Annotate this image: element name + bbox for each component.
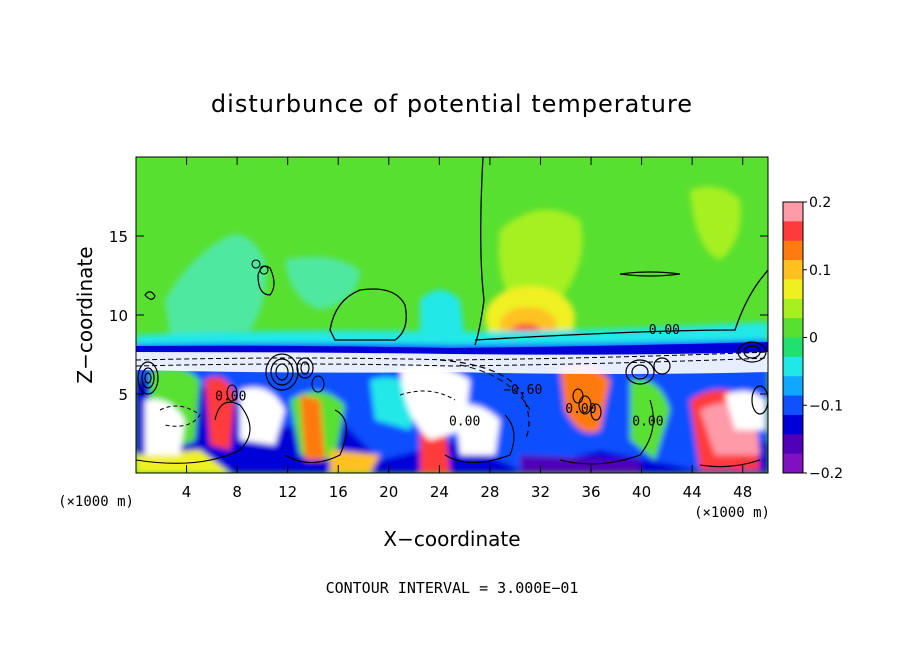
y-axis-ticks: 5 10 15 — [109, 228, 768, 404]
x-unit-left: (×1000 m) — [58, 494, 134, 510]
contour-lower-4 — [559, 399, 654, 465]
contour-zero-blob-2 — [257, 265, 275, 296]
contour-cluster-3 — [625, 357, 671, 385]
colorbar-swatch — [783, 453, 803, 474]
contour-zero-upper — [474, 157, 500, 346]
field-inversion-darkblue — [136, 342, 768, 355]
chart-title: disturbunce of potential temperature — [211, 90, 693, 118]
y-axis-label: Z−coordinate — [73, 246, 97, 383]
x-tick-label: 48 — [733, 483, 752, 501]
contour-label: −0.60 — [503, 383, 542, 398]
x-tick-label: 20 — [379, 483, 398, 501]
x-tick-label: 32 — [531, 483, 550, 501]
colorbar-swatch — [783, 434, 803, 455]
x-tick-label: 28 — [480, 483, 499, 501]
contour-inversion-1 — [136, 351, 768, 361]
field-patch-cyan-upper-2 — [285, 256, 360, 310]
contour-zero-blob-3 — [144, 291, 156, 300]
contour-lower-3 — [444, 414, 515, 463]
y-tick-label: 5 — [118, 386, 128, 404]
contour-interval-note: CONTOUR INTERVAL = 3.000E−01 — [326, 579, 579, 597]
x-tick-label: 8 — [232, 483, 242, 501]
colorbar-label: −0.1 — [809, 398, 843, 414]
contour-labels: 0.00 0.00 0.00 −0.60 0.00 0.00 — [215, 323, 680, 430]
colorbar-swatch — [783, 376, 803, 397]
x-axis-ticks: 4 8 12 16 20 24 28 32 36 40 44 48 — [182, 157, 752, 501]
field-lower-darkblue — [136, 380, 768, 473]
field-patch-cyan-upper-1 — [165, 234, 266, 335]
contour-lower-dashed-2 — [399, 390, 456, 401]
x-tick-label: 24 — [430, 483, 449, 501]
x-tick-label: 36 — [581, 483, 600, 501]
colorbar-label: −0.2 — [809, 466, 843, 482]
field-lower-purple — [520, 455, 640, 473]
colorbar-swatch — [783, 395, 803, 416]
contour-cluster-5 — [572, 388, 602, 421]
colorbar-labels: 0.2 0.1 0 −0.1 −0.2 — [803, 195, 843, 482]
contour-label: 0.00 — [565, 402, 596, 417]
y-tick-label: 15 — [109, 228, 128, 246]
colorbar-swatch — [783, 279, 803, 300]
colorbar-swatch — [783, 240, 803, 261]
field-white-3 — [400, 366, 470, 440]
colorbar-swatch — [783, 260, 803, 280]
contour-lines — [136, 157, 768, 468]
field-patch-cyan-upper-3 — [420, 290, 465, 340]
contour-inversion-2 — [136, 357, 768, 367]
contour-cluster-6 — [226, 259, 325, 402]
y-tick-label: 10 — [109, 307, 128, 325]
contour-negative-deep — [439, 359, 530, 441]
x-tick-label: 12 — [278, 483, 297, 501]
field-patch-yellowgreen-upper-2 — [690, 186, 741, 260]
colorbar — [782, 201, 804, 474]
colorbar-swatch — [783, 221, 803, 242]
x-tick-label: 4 — [182, 483, 192, 501]
field-white-1 — [145, 399, 185, 455]
contour-lower-dashed — [159, 405, 201, 427]
field-white-4 — [455, 404, 500, 455]
x-tick-label: 16 — [329, 483, 348, 501]
colorbar-label: 0.2 — [809, 195, 831, 211]
contour-lower-1 — [136, 401, 251, 464]
colorbar-swatch — [783, 202, 803, 222]
field-lower-red-2 — [300, 395, 325, 460]
contour-label: 0.00 — [649, 323, 680, 338]
contour-lower-2 — [284, 409, 347, 464]
contour-zero-main — [474, 269, 768, 341]
colorbar-swatch — [783, 356, 803, 377]
x-tick-label: 44 — [683, 483, 702, 501]
colorbar-swatch — [783, 337, 803, 358]
x-tick-label: 40 — [632, 483, 651, 501]
contour-label: 0.00 — [632, 415, 663, 430]
field-lower-yellow-1 — [136, 450, 230, 473]
contour-cluster-1 — [137, 361, 159, 395]
x-axis-label: X−coordinate — [383, 527, 520, 551]
contour-cluster-4 — [737, 341, 768, 415]
contour-lower-5 — [699, 459, 761, 468]
field-white-5 — [725, 391, 765, 430]
contour-zero-thin — [619, 271, 681, 277]
contour-zero-blob-1 — [329, 288, 407, 341]
field-lower-green-4 — [630, 379, 670, 460]
field-patch-yellowgreen-upper — [498, 209, 583, 300]
contour-negative-deep-2 — [459, 364, 531, 411]
colorbar-label: 0.1 — [809, 263, 831, 279]
colorbar-swatch — [783, 318, 803, 338]
field-lower-red-4 — [560, 366, 610, 433]
colorbar-swatch — [783, 414, 803, 435]
colorbar-label: 0 — [809, 331, 818, 347]
contour-label: 0.00 — [215, 389, 246, 404]
contour-cluster-2 — [265, 353, 314, 391]
contour-label: 0.00 — [449, 415, 480, 430]
colorbar-swatch — [783, 298, 803, 319]
field-white-2 — [240, 387, 285, 445]
field-lower-yellow-2 — [330, 450, 380, 473]
x-unit-right: (×1000 m) — [694, 505, 770, 521]
